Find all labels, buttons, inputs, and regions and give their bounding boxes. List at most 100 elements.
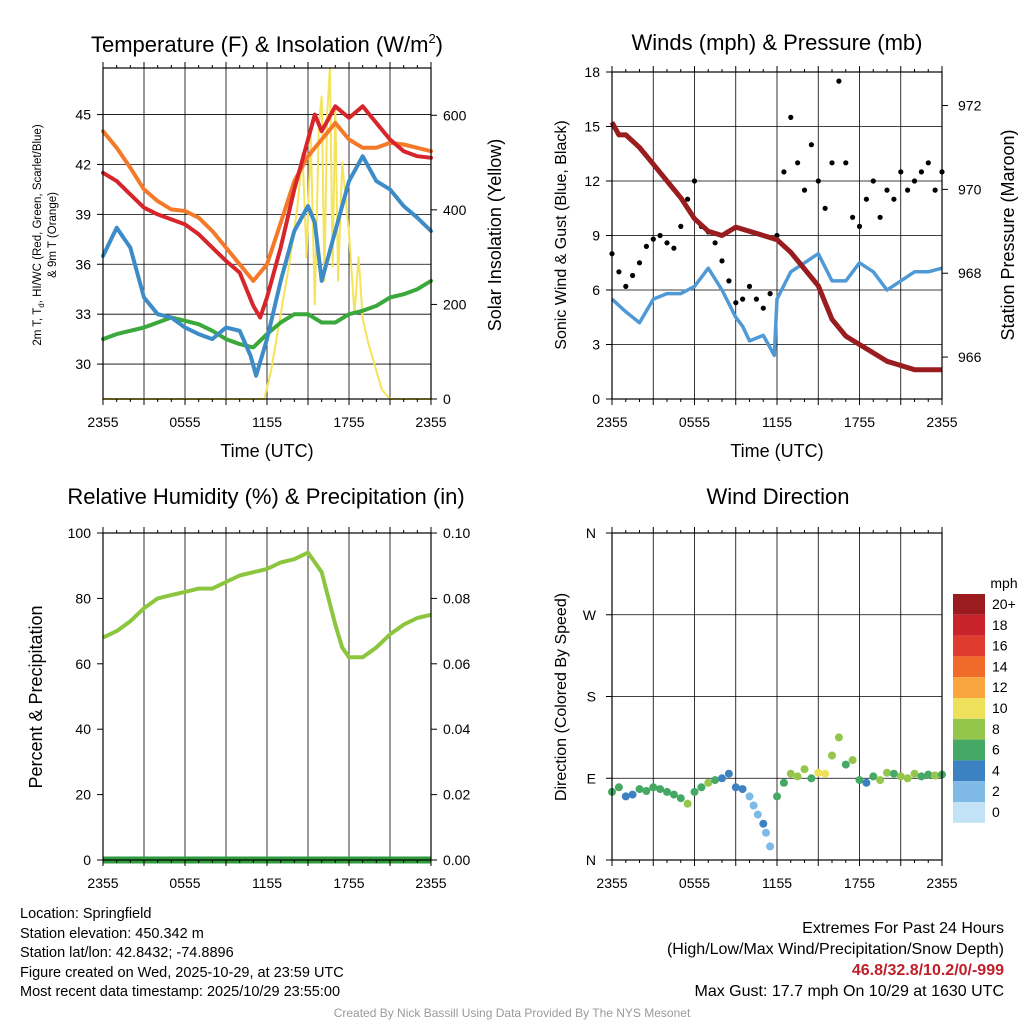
x-tick-label: 2355 [926,875,957,891]
direction-point [766,842,775,851]
direction-point [903,774,912,783]
gust-point [877,214,883,220]
gust-point [685,196,691,202]
direction-point [786,769,795,778]
station-info: Location: Springfield Station elevation:… [20,905,344,1003]
y-tick-label: 40 [75,721,91,737]
gust-point [671,245,677,251]
direction-point [759,819,768,828]
y-tick-label: W [583,607,597,623]
legend-label: 16 [992,638,1008,654]
y-tick-label: 36 [75,256,91,272]
gust-point [905,187,911,193]
gust-point [891,196,897,202]
legend-swatch [953,677,985,698]
y2-tick-label: 0 [443,391,451,407]
gust-point [788,114,794,120]
direction-point [910,769,919,778]
y2-tick-label: 0.00 [443,852,470,868]
winds-pressure-chart: 0 3 6 9 12 15 18 966 968 970 972 2355 0555 1155 1755 23… [553,30,1018,461]
gust-point [829,160,835,166]
y-tick-label: 33 [75,306,91,322]
y-label-subscript: d [37,303,46,307]
x-tick-label: 2355 [87,414,118,430]
y-tick-label: 0 [592,391,600,407]
y2-tick-label: 600 [443,107,467,123]
legend-swatch [953,614,985,636]
x-tick-label: 2355 [415,875,446,891]
gust-point [767,291,773,297]
recent-text: Most recent data timestamp: 2025/10/29 2… [20,984,341,1000]
series-line-relative-humidity [102,550,432,660]
gust-point [836,78,842,84]
y-tick-label: 39 [75,206,91,222]
y-tick-label: 60 [75,656,91,672]
gust-point [856,223,863,229]
gust-point [850,214,856,220]
y-tick-label: 18 [584,64,600,80]
y2-tick-label: 968 [958,265,982,281]
y2-axis-label: Station Pressure (Maroon) [998,129,1018,340]
credit-text: Created By Nick Bassill Using Data Provi… [333,1006,691,1020]
y-tick-label: 15 [584,119,600,135]
y-tick-label: 3 [592,337,600,353]
direction-point [649,783,658,792]
speed-legend: mph 20+ 18 16 14 12 10 8 6 4 2 0 [953,575,1018,823]
gust-point [870,178,876,184]
rh-precip-chart: 0 20 40 60 80 100 0.00 0.02 0.04 0.06 0.08 0.10 2355… [26,484,470,891]
legend-swatch [953,739,985,761]
direction-point [745,792,754,801]
y-tick-label: 6 [592,282,600,298]
x-tick-label: 2355 [87,875,118,891]
gust-point [726,278,732,284]
legend-swatch [953,594,985,615]
y-tick-label: 100 [68,525,92,541]
y-axis-label-line2: & 9m T (Orange) [47,192,59,278]
direction-point [621,792,630,801]
direction-point [793,772,802,781]
y2-tick-label: 0.08 [443,590,470,606]
gust-point [712,240,718,246]
direction-point [738,785,747,794]
x-axis-label: Time (UTC) [220,441,313,461]
direction-point [731,783,740,792]
direction-point [855,776,864,785]
gust-point [657,232,663,239]
direction-point [676,794,685,803]
series-line-station-pressure [609,121,942,373]
extremes-title: Extremes For Past 24 Hours [802,920,1004,937]
y-tick-label: 80 [75,590,91,606]
gust-point [884,187,890,193]
direction-point [876,776,885,785]
legend-swatch [953,802,985,823]
x-tick-label: 1755 [844,875,875,891]
legend-label: 14 [992,658,1008,674]
series-line-heat-index-wind-chill [101,154,433,378]
direction-point [821,769,830,778]
direction-point [800,765,809,774]
direction-point [642,787,651,795]
y2-tick-label: 0.02 [443,787,470,803]
direction-point [724,769,733,778]
series-line-sonic-wind [610,251,943,358]
direction-point [896,772,905,781]
gust-point [636,260,643,266]
direction-point [917,772,926,781]
y2-tick-label: 970 [958,181,982,197]
y2-tick-label: 0.06 [443,656,470,672]
x-tick-label: 0555 [169,875,200,891]
gust-point [630,272,636,279]
y-tick-label: S [587,689,596,705]
x-tick-label: 2355 [415,414,446,430]
y2-tick-label: 0.10 [443,525,470,541]
chart-title: Wind Direction [706,484,849,509]
y2-tick-label: 966 [958,349,982,365]
gust-point [863,196,870,202]
x-tick-label: 0555 [169,414,200,430]
legend-label: 6 [992,742,1000,758]
y2-tick-label: 0.04 [443,721,470,737]
direction-point [669,790,678,799]
legend-label: 4 [992,762,1000,778]
y-tick-label: 0 [83,852,91,868]
